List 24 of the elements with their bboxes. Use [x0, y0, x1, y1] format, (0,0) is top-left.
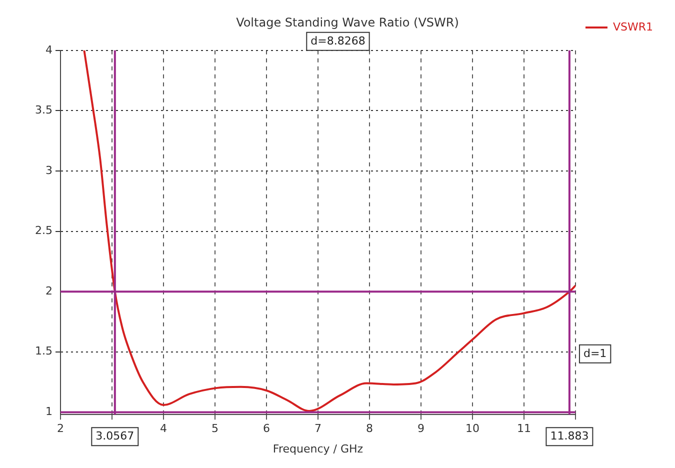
y-tick-label: 2	[45, 284, 52, 298]
y-tick-label: 2.5	[34, 224, 52, 238]
x-tick-label: 9	[417, 422, 424, 436]
x-tick-label: 2	[56, 422, 64, 436]
y-tick-label: 1.5	[34, 344, 52, 358]
x-axis-title: Frequency / GHz	[272, 442, 364, 456]
x-tick-label: 8	[366, 422, 373, 436]
chart-title: Voltage Standing Wave Ratio (VSWR)	[236, 15, 459, 30]
x-tick-label: 11	[516, 422, 531, 436]
text: d=1	[583, 346, 607, 360]
legend-label: VSWR1	[612, 20, 654, 34]
x-tick-label: 10	[465, 422, 480, 436]
y-tick-label: 1	[45, 405, 52, 418]
x-tick-label: 5	[211, 422, 218, 436]
text: d=8.8268	[310, 34, 366, 48]
ref-line-label: 11.883	[550, 429, 589, 442]
y-tick-label: 3	[45, 164, 52, 177]
x-tick-label: 7	[314, 422, 322, 436]
line-series	[83, 50, 576, 412]
y-tick-label: 3.5	[34, 104, 52, 117]
y-tick-label: 4	[45, 43, 52, 56]
x-tick-label: 4	[160, 422, 167, 436]
x-tick-label: 6	[262, 422, 270, 436]
ref-line-label: 3.0567	[96, 429, 134, 442]
